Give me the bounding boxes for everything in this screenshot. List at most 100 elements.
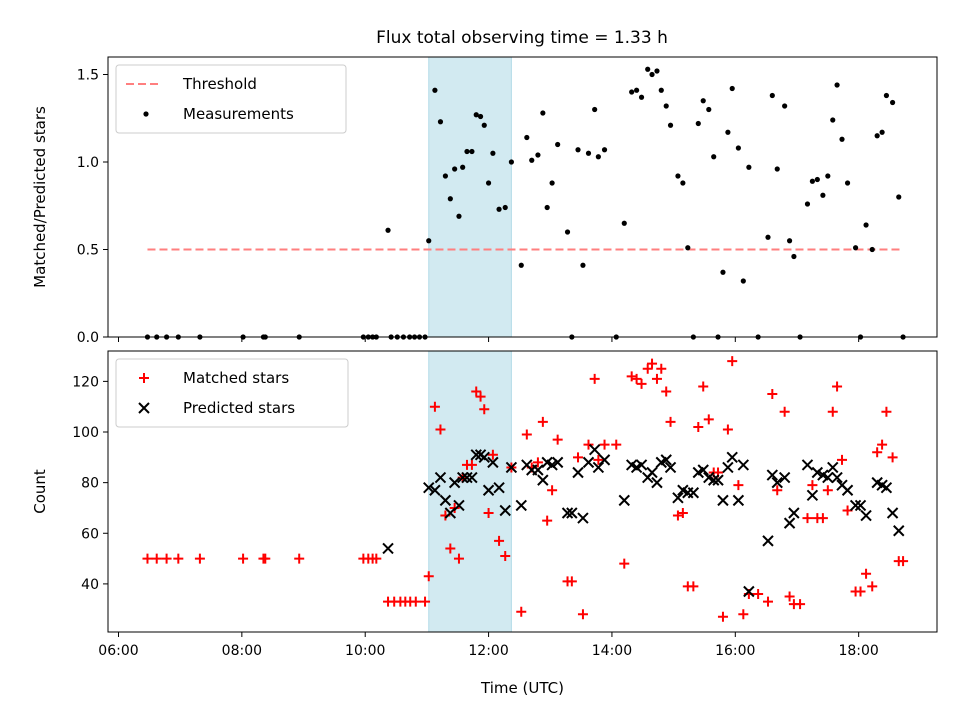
matched-stars-point: [656, 363, 667, 374]
predicted-stars-point: [664, 461, 677, 474]
bottom-ytick-label: 100: [72, 425, 99, 441]
predicted-stars-point: [598, 454, 611, 466]
top-legend: Threshold Measurements: [115, 64, 347, 134]
matched-stars-point: [817, 513, 828, 524]
predicted-stars-point: [708, 474, 720, 486]
measurement-point: [385, 227, 391, 233]
measurement-point: [725, 129, 731, 135]
top-ylabel: Matched/Predicted stars: [31, 106, 49, 288]
bottom-legend-box: [115, 358, 349, 428]
measurement-point: [863, 222, 869, 228]
matched-stars-point: [573, 452, 584, 463]
matched-stars-point: [642, 363, 653, 374]
measurement-point: [580, 262, 586, 268]
measurement-point: [524, 134, 530, 141]
bottom-legend: Matched stars Predicted stars: [115, 358, 349, 428]
matched-stars-point: [861, 568, 872, 579]
matched-stars-point: [767, 389, 778, 400]
predicted-stars-point: [766, 469, 779, 481]
measurement-point: [575, 147, 581, 153]
bottom-panel: 40 60 80 100 120 06:00 08:00 10:00 12:00 14:00 16:…: [31, 350, 938, 697]
predicted-stars-point: [566, 507, 578, 519]
xtick-label: 14:00: [592, 643, 632, 659]
matched-stars-point: [173, 553, 184, 564]
matched-stars-point: [688, 581, 699, 592]
matched-stars-point: [532, 457, 543, 468]
measurement-point: [879, 129, 885, 135]
matched-stars-point: [727, 356, 738, 367]
predicted-stars-point: [572, 466, 584, 479]
measurement-point: [883, 92, 890, 99]
predicted-stars-point: [456, 471, 469, 484]
matched-stars-point: [802, 513, 813, 524]
matched-stars-point: [827, 406, 838, 417]
measurement-point: [564, 229, 571, 235]
measurement-point: [830, 117, 836, 123]
measurement-point: [774, 166, 780, 172]
matched-stars-point: [420, 596, 431, 607]
measurement-point: [720, 269, 726, 275]
measurement-point: [711, 154, 717, 160]
measurement-point: [638, 94, 645, 100]
legend-label: Threshold: [182, 75, 257, 93]
measurement-point: [852, 245, 859, 251]
bottom-ytick-label: 120: [72, 374, 99, 390]
matched-stars-point: [583, 439, 594, 450]
predicted-stars-point: [482, 484, 495, 496]
predicted-stars-point: [546, 459, 558, 471]
matched-stars-point: [410, 596, 421, 607]
xtick-label: 10:00: [345, 643, 385, 659]
predicted-stars-point: [732, 494, 745, 507]
predicted-stars-point: [854, 499, 867, 512]
matched-stars-point: [698, 381, 709, 392]
predicted-stars-point: [618, 494, 630, 507]
matched-stars-point: [577, 609, 588, 620]
predicted-stars-point: [439, 494, 452, 507]
predicted-stars-point: [582, 456, 595, 469]
top-ytick-label: 0.0: [77, 330, 99, 346]
top-panel: 0.0 0.5 1.0 1.5 Matched/Predicted stars Thres…: [31, 56, 938, 346]
measurement-point: [874, 133, 880, 139]
matched-stars-point: [832, 381, 843, 392]
bottom-axes-frame: [107, 350, 938, 633]
matched-stars-point: [435, 424, 446, 435]
matched-stars-point: [647, 358, 658, 369]
xtick-label: 08:00: [222, 643, 262, 659]
measurement-point: [437, 119, 444, 125]
matched-stars-point: [445, 543, 456, 554]
predicted-stars-point: [880, 481, 893, 494]
top-axes-frame: [107, 56, 938, 338]
predicted-stars-point: [788, 507, 800, 519]
predicted-stars-point: [588, 444, 601, 456]
matched-stars-point: [466, 459, 477, 470]
matched-stars-point: [881, 406, 892, 417]
matched-stars-point: [753, 589, 764, 600]
matched-stars-point: [877, 439, 888, 450]
bottom-ytick-label: 40: [81, 577, 99, 593]
measurement-point: [740, 278, 746, 284]
legend-label: Predicted stars: [183, 399, 295, 417]
matched-stars-point: [521, 429, 532, 440]
measurement-point: [663, 103, 669, 109]
measurement-point: [844, 180, 851, 186]
measurement-point: [782, 103, 788, 109]
matched-stars-point: [542, 515, 553, 526]
matched-stars-point: [661, 386, 672, 397]
predicted-stars-point: [478, 451, 490, 464]
matched-stars-point: [855, 586, 866, 597]
legend-matched-swatch: [139, 373, 149, 383]
measurement-point: [654, 68, 660, 74]
matched-stars-point: [665, 416, 676, 427]
predicted-stars-point: [423, 481, 435, 494]
measurement-point: [675, 173, 681, 179]
matched-stars-point: [547, 485, 558, 496]
matched-stars-point: [238, 553, 249, 564]
measurement-point: [481, 122, 487, 128]
predicted-stars-point: [893, 525, 905, 537]
matched-stars-point: [772, 485, 783, 496]
matched-stars-point: [500, 551, 511, 562]
predicted-stars-point: [499, 504, 511, 517]
measurement-point: [629, 89, 635, 95]
matched-stars-point: [738, 609, 749, 620]
matched-stars-point: [717, 611, 728, 622]
